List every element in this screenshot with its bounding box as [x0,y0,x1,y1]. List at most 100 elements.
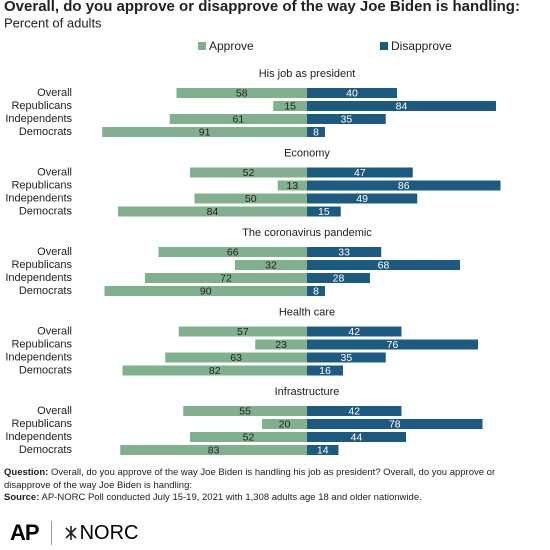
approve-bar [183,406,307,416]
chart-subtitle: Percent of adults [4,15,102,30]
question-text: Overall, do you approve of the way Joe B… [4,467,496,491]
chart: Overall, do you approve or disapprove of… [4,0,520,456]
disapprove-bar [307,260,460,270]
category-label: Independents [5,272,72,284]
value-label: 52 [243,431,255,443]
disapprove-bar [307,180,501,191]
value-label: 83 [208,444,220,456]
value-label: 15 [284,100,296,112]
approve-bar [169,114,307,124]
disapprove-bar [307,247,382,257]
value-label: 16 [319,365,331,377]
category-label: Independents [5,113,72,125]
disapprove-bar [307,352,386,363]
value-label: 13 [287,180,299,192]
disapprove-bar [307,88,397,98]
value-label: 86 [398,180,410,192]
approve-bar [273,101,307,111]
value-label: 78 [389,418,401,430]
value-label: 50 [245,193,257,205]
disapprove-bar [307,167,413,178]
value-label: 32 [265,259,277,271]
disapprove-bar [307,406,402,416]
value-label: 84 [396,100,408,112]
disapprove-bar [307,432,406,442]
value-label: 42 [348,326,360,338]
approve-bar [235,260,307,270]
legend-label: Disapprove [391,39,452,53]
ap-logo: AP [10,520,40,545]
disapprove-bar [307,419,483,429]
question-note: Question: Overall, do you approve of the… [4,467,544,492]
value-label: 44 [351,431,363,443]
value-label: 55 [239,405,251,417]
approve-bar [120,445,307,455]
logo-divider [50,521,52,545]
norc-icon [64,526,77,540]
approve-bar [145,273,307,283]
chart-title: Overall, do you approve or disapprove of… [4,0,520,15]
disapprove-bar [307,206,341,217]
value-label: 66 [227,246,239,258]
panel-title: His job as president [259,68,356,80]
legend-swatch [380,42,388,50]
source-label: Source: [4,492,40,503]
source-text: AP-NORC Poll conducted July 15-19, 2021 … [41,492,422,503]
value-label: 49 [356,193,368,205]
approve-bar [118,206,307,217]
approve-bar [255,339,307,350]
disapprove-bar [307,114,386,124]
footer: Question: Overall, do you approve of the… [4,467,544,505]
category-label: Republicans [11,100,72,112]
value-label: 58 [236,87,248,99]
approve-bar [194,193,307,204]
value-label: 68 [378,259,390,271]
approve-bar [262,419,307,429]
value-label: 15 [318,206,330,218]
value-label: 23 [275,339,287,351]
approve-bar [102,127,307,137]
value-label: 40 [346,87,358,99]
panel-title: Economy [284,147,330,159]
value-label: 42 [348,405,360,417]
category-label: Republicans [11,338,72,350]
category-label: Independents [5,192,72,204]
category-label: Overall [37,246,72,258]
disapprove-bar [307,445,339,455]
approve-bar [104,286,307,296]
value-label: 8 [313,126,319,138]
value-label: 61 [233,113,245,125]
value-label: 14 [317,444,329,456]
disapprove-bar [307,326,402,337]
value-label: 33 [338,246,350,258]
disapprove-bar [307,286,325,296]
category-label: Overall [37,166,72,178]
approve-bar [176,88,307,98]
value-label: 63 [230,352,242,364]
disapprove-bar [307,273,370,283]
logos: AP NORC [10,520,138,546]
value-label: 84 [207,206,219,218]
approve-bar [158,247,307,257]
approve-bar [190,432,307,442]
value-label: 20 [279,418,291,430]
category-label: Republicans [11,259,72,271]
category-label: Democrats [19,364,73,376]
value-label: 57 [237,326,249,338]
panel-title: Health care [279,306,335,318]
approve-bar [165,352,307,363]
source-note: Source: AP-NORC Poll conducted July 15-1… [4,492,544,505]
approve-bar [277,180,307,191]
value-label: 82 [209,365,221,377]
category-label: Republicans [11,179,72,191]
panel-title: Infrastructure [275,386,340,398]
disapprove-bar [307,193,418,204]
value-label: 28 [333,272,345,284]
value-label: 91 [199,126,211,138]
panel-title: The coronavirus pandemic [242,227,372,239]
disapprove-bar [307,339,478,350]
value-label: 72 [220,272,232,284]
approve-bar [190,167,307,178]
disapprove-bar [307,365,343,376]
